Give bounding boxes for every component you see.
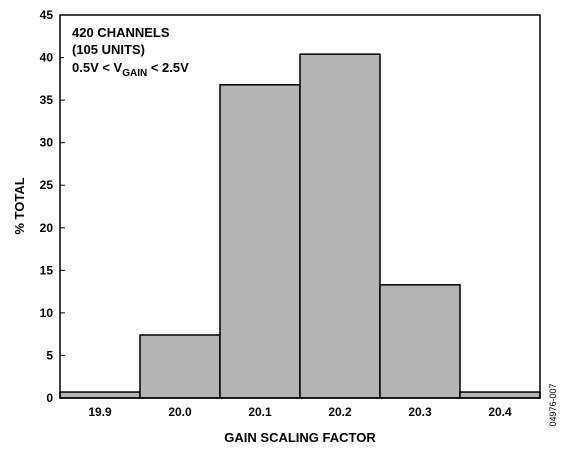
x-tick-label: 20.3 — [408, 405, 432, 419]
plot-frame — [59, 14, 541, 399]
annotation-line-1: 420 CHANNELS — [72, 25, 170, 40]
y-tick-label: 35 — [40, 93, 54, 107]
y-tick-label: 30 — [40, 136, 54, 150]
y-tick-label: 5 — [46, 348, 53, 362]
annotation-background — [64, 19, 240, 77]
annotation-box: 420 CHANNELS (105 UNITS) 0.5V < VGAIN < … — [64, 19, 240, 79]
annotation-line-3-subscript: GAIN — [122, 68, 147, 79]
figure-code: 04976-007 — [548, 383, 558, 426]
bar-19.9 — [59, 391, 141, 399]
x-tick-label: 20.0 — [168, 405, 192, 419]
x-tick-label: 19.9 — [88, 405, 112, 419]
y-tick-label: 10 — [40, 306, 54, 320]
y-tick-label: 0 — [46, 391, 53, 405]
bar-20.2 — [299, 53, 381, 399]
y-tick-label: 40 — [40, 51, 54, 65]
y-axis-ticks: 0 5 10 15 20 25 30 35 40 45 — [40, 8, 65, 405]
annotation-line-2: (105 UNITS) — [72, 42, 145, 57]
bar-20.0 — [139, 334, 221, 399]
annotation-line-3: 0.5V < VGAIN < 2.5V — [72, 60, 189, 79]
y-tick-label: 25 — [40, 178, 54, 192]
bars — [59, 53, 541, 399]
y-tick-label: 15 — [40, 263, 54, 277]
x-axis-ticks: 19.9 20.0 20.1 20.2 20.3 20.4 — [88, 405, 512, 419]
y-axis-title: % TOTAL — [12, 177, 27, 234]
bar-20.3 — [379, 284, 461, 399]
y-tick-label: 45 — [40, 8, 54, 22]
annotation-line-3-prefix: 0.5V < V — [72, 60, 123, 75]
x-axis-title: GAIN SCALING FACTOR — [224, 430, 376, 445]
y-tick-label: 20 — [40, 221, 54, 235]
annotation-line-3-suffix: < 2.5V — [147, 60, 189, 75]
bar-20.4 — [459, 391, 541, 399]
x-tick-label: 20.1 — [248, 405, 272, 419]
x-tick-label: 20.2 — [328, 405, 352, 419]
x-tick-label: 20.4 — [488, 405, 512, 419]
bar-20.1 — [219, 84, 301, 399]
